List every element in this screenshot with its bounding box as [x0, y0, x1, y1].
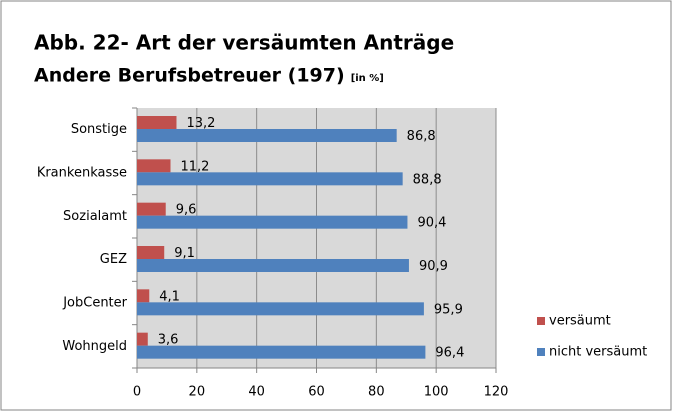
- x-tick-label: 0: [133, 385, 141, 400]
- legend-label: versäumt: [549, 314, 611, 329]
- data-label: 11,2: [181, 159, 210, 174]
- data-label: 90,9: [419, 259, 448, 274]
- x-tick-label: 40: [248, 385, 265, 400]
- x-tick-label: 80: [368, 385, 385, 400]
- bar: [137, 345, 426, 359]
- data-label: 4,1: [159, 289, 180, 304]
- bar: [137, 202, 166, 216]
- x-tick-label: 60: [308, 385, 325, 400]
- legend-swatch: [537, 348, 545, 356]
- bar: [137, 246, 165, 259]
- unit-label: [in %]: [351, 73, 384, 84]
- y-tick-label: Wohngeld: [62, 339, 127, 354]
- data-label: 9,1: [174, 246, 195, 261]
- y-tick-label: Sonstige: [71, 122, 127, 137]
- bar: [137, 172, 403, 186]
- data-label: 9,6: [176, 203, 197, 218]
- data-label: 90,4: [417, 216, 446, 231]
- chart-title: Abb. 22- Art der versäumten Anträge: [34, 31, 454, 55]
- chart-subtitle: Andere Berufsbetreuer (197): [34, 65, 345, 87]
- bar: [137, 159, 171, 173]
- bar: [137, 215, 408, 229]
- x-tick-label: 20: [189, 385, 206, 400]
- data-label: 3,6: [158, 333, 179, 348]
- y-tick-label: GEZ: [100, 252, 127, 267]
- data-label: 13,2: [186, 116, 215, 131]
- data-label: 96,4: [435, 346, 464, 361]
- data-label: 88,8: [413, 172, 442, 187]
- bar: [137, 129, 397, 142]
- data-label: 95,9: [434, 302, 463, 317]
- legend-label: nicht versäumt: [549, 345, 647, 360]
- x-tick-label: 100: [424, 385, 449, 400]
- y-tick-label: Sozialamt: [63, 209, 127, 224]
- bar: [137, 289, 150, 303]
- x-tick-label: 120: [484, 385, 509, 400]
- bar: [137, 332, 148, 346]
- y-tick-label: JobCenter: [62, 296, 127, 311]
- bar: [137, 302, 424, 316]
- data-label: 86,8: [407, 129, 436, 144]
- bar: [137, 259, 409, 272]
- bar: [137, 116, 177, 129]
- legend-swatch: [537, 317, 545, 325]
- y-tick-label: Krankenkasse: [37, 166, 127, 181]
